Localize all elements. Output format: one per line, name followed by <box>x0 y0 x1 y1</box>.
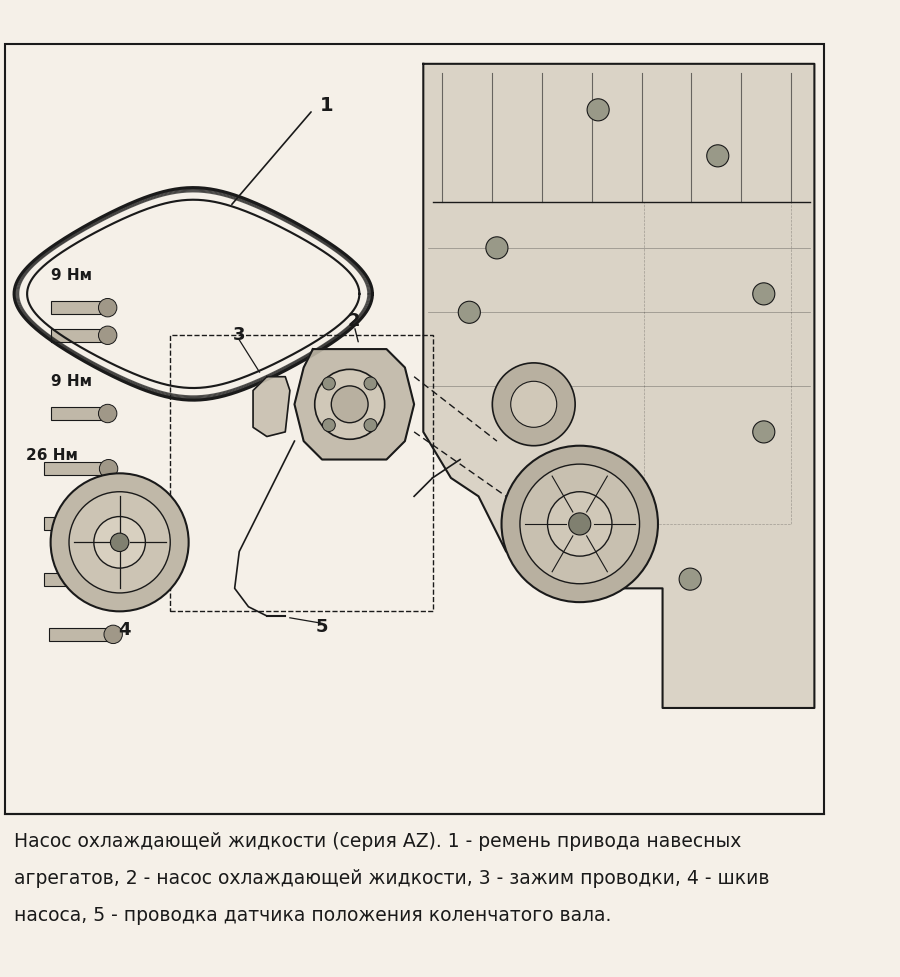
Circle shape <box>501 446 658 602</box>
FancyBboxPatch shape <box>44 573 109 585</box>
Polygon shape <box>423 64 814 708</box>
Text: насоса, 5 - проводка датчика положения коленчатого вала.: насоса, 5 - проводка датчика положения к… <box>14 906 611 925</box>
Text: агрегатов, 2 - насос охлаждающей жидкости, 3 - зажим проводки, 4 - шкив: агрегатов, 2 - насос охлаждающей жидкост… <box>14 869 770 888</box>
Circle shape <box>322 419 336 432</box>
Circle shape <box>752 282 775 305</box>
Text: 5: 5 <box>316 618 328 636</box>
FancyBboxPatch shape <box>50 407 111 420</box>
Circle shape <box>486 236 508 259</box>
Text: 3: 3 <box>233 326 246 344</box>
Polygon shape <box>294 349 414 459</box>
Circle shape <box>492 362 575 446</box>
Text: 2: 2 <box>348 313 361 330</box>
Circle shape <box>111 533 129 552</box>
Circle shape <box>104 625 122 644</box>
Circle shape <box>69 491 170 593</box>
Circle shape <box>569 513 590 535</box>
Circle shape <box>364 419 377 432</box>
Circle shape <box>752 421 775 443</box>
Text: 1: 1 <box>320 96 334 114</box>
Circle shape <box>547 491 612 556</box>
Polygon shape <box>253 377 290 437</box>
Circle shape <box>322 377 336 390</box>
FancyBboxPatch shape <box>44 462 109 475</box>
Circle shape <box>94 517 146 568</box>
Text: 4: 4 <box>118 620 130 639</box>
Circle shape <box>98 299 117 317</box>
Circle shape <box>510 381 557 427</box>
Circle shape <box>331 386 368 423</box>
Circle shape <box>98 326 117 345</box>
Circle shape <box>680 568 701 590</box>
Text: Насос охлаждающей жидкости (серия AZ). 1 - ремень привода навесных: Насос охлаждающей жидкости (серия AZ). 1… <box>14 832 742 851</box>
FancyBboxPatch shape <box>44 518 109 531</box>
Text: 9 Нм: 9 Нм <box>50 268 92 283</box>
Circle shape <box>587 99 609 121</box>
FancyBboxPatch shape <box>4 44 824 814</box>
FancyBboxPatch shape <box>50 329 111 342</box>
Circle shape <box>458 301 481 323</box>
Circle shape <box>98 404 117 423</box>
Circle shape <box>364 377 377 390</box>
Circle shape <box>99 570 118 588</box>
Circle shape <box>520 464 640 583</box>
Circle shape <box>315 369 384 440</box>
Circle shape <box>706 145 729 167</box>
FancyBboxPatch shape <box>50 301 111 315</box>
Circle shape <box>99 515 118 533</box>
Text: 26 Нм: 26 Нм <box>26 447 77 462</box>
Text: 9 Нм: 9 Нм <box>50 374 92 389</box>
Circle shape <box>99 459 118 478</box>
Circle shape <box>50 473 189 612</box>
FancyBboxPatch shape <box>49 628 113 641</box>
